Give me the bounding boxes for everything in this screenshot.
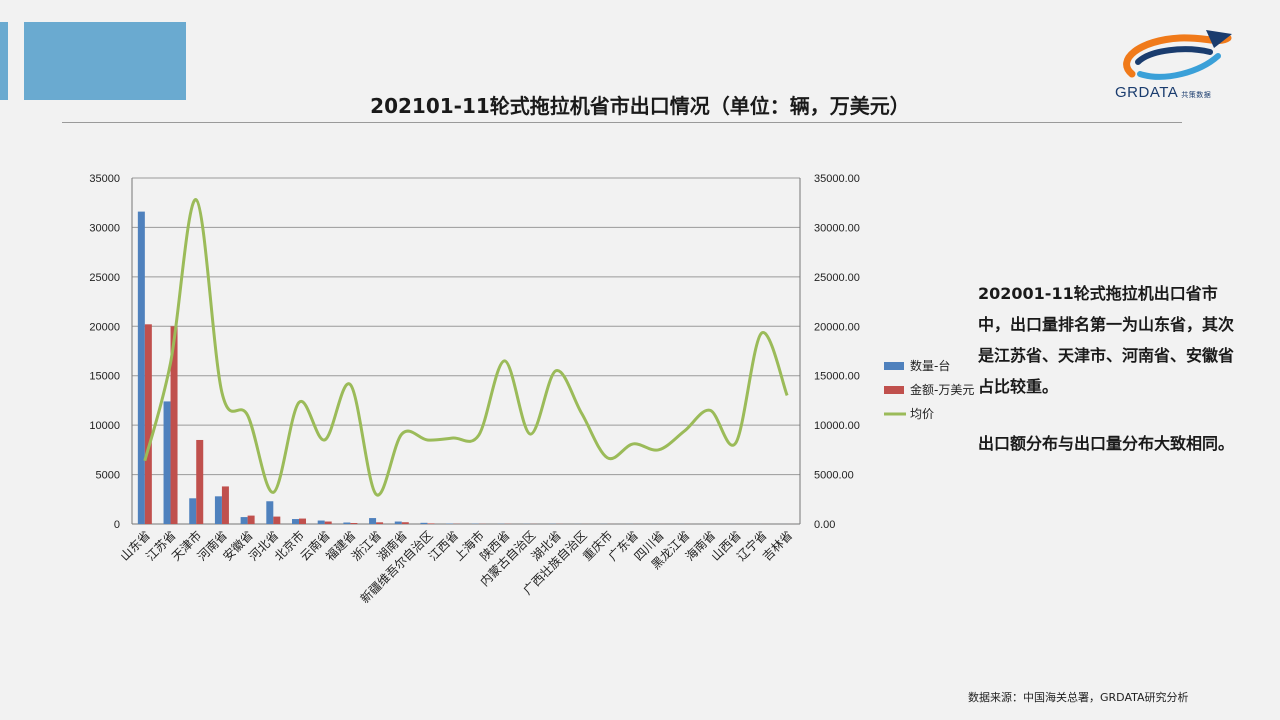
commentary: 202001-11轮式拖拉机出口省市中，出口量排名第一为山东省，其次是江苏省、天… <box>978 278 1238 485</box>
y-left-tick-label: 5000 <box>96 470 120 482</box>
bar-amount <box>170 326 178 524</box>
y-right-tick-label: 30000.00 <box>814 222 860 234</box>
accent-bar <box>0 22 8 100</box>
bar-quantity <box>369 518 377 524</box>
source-note: 数据来源：中国海关总署，GRDATA研究分析 <box>968 691 1189 704</box>
y-left-tick-label: 0 <box>114 519 120 531</box>
logo-text: GRDATA 共策数据 <box>1115 84 1212 101</box>
legend-label: 均价 <box>910 407 934 421</box>
legend-swatch <box>884 362 904 370</box>
bar-amount <box>376 522 384 524</box>
bar-quantity <box>189 498 197 524</box>
export-chart: 0 0.00 5000 5000.00 10000 10000.00 15000 15000.… <box>89 173 974 606</box>
y-right-tick-label: 35000.00 <box>814 173 860 185</box>
bar-quantity <box>214 496 222 524</box>
bar-amount <box>299 518 306 524</box>
bar-quantity <box>266 501 274 524</box>
y-left-tick-label: 20000 <box>89 321 120 333</box>
legend-label: 金额-万美元 <box>910 382 974 397</box>
bar-quantity <box>163 401 171 524</box>
y-left-tick-label: 35000 <box>89 173 120 185</box>
bar-amount <box>247 515 255 524</box>
bar-amount <box>427 523 435 524</box>
bar-amount <box>273 516 281 524</box>
bar-amount <box>350 523 358 524</box>
series-line-avg-price <box>143 198 789 497</box>
bar-quantity <box>292 519 299 524</box>
y-left-tick-label: 10000 <box>89 420 120 432</box>
legend-label: 数量-台 <box>910 358 950 373</box>
title-divider <box>62 122 1182 123</box>
bar-amount <box>196 439 204 524</box>
x-tick-label: 吉林省 <box>760 528 795 563</box>
y-right-tick-label: 15000.00 <box>814 371 860 383</box>
commentary-paragraph-2: 出口额分布与出口量分布大致相同。 <box>978 434 1235 453</box>
bar-quantity <box>137 211 145 524</box>
y-left-tick-label: 30000 <box>89 222 120 234</box>
bar-quantity <box>420 522 428 524</box>
bar-amount <box>401 522 409 524</box>
bar-quantity <box>343 522 351 524</box>
y-right-tick-label: 5000.00 <box>814 470 854 482</box>
y-left-tick-label: 15000 <box>89 371 120 383</box>
commentary-paragraph-1: 202001-11轮式拖拉机出口省市中，出口量排名第一为山东省，其次是江苏省、天… <box>978 284 1235 396</box>
slide-title: 202101-11轮式拖拉机省市出口情况（单位：辆，万美元） <box>370 94 910 118</box>
y-right-tick-label: 0.00 <box>814 519 835 531</box>
y-right-tick-label: 20000.00 <box>814 321 860 333</box>
bar-quantity <box>317 520 325 524</box>
bar-quantity <box>240 517 248 524</box>
bar-quantity <box>394 521 402 524</box>
y-right-tick-label: 25000.00 <box>814 272 860 284</box>
bar-amount <box>221 486 229 524</box>
accent-block <box>24 22 186 100</box>
grdata-logo <box>1123 30 1232 80</box>
bar-amount <box>144 324 152 524</box>
y-right-tick-label: 10000.00 <box>814 420 860 432</box>
y-left-tick-label: 25000 <box>89 272 120 284</box>
bar-amount <box>324 521 332 524</box>
legend-swatch <box>884 386 904 394</box>
